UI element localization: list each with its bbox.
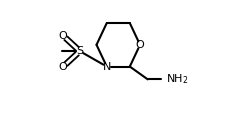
Text: O: O (136, 40, 144, 50)
Text: S: S (76, 46, 84, 56)
Text: NH$_2$: NH$_2$ (166, 72, 188, 86)
Text: O: O (59, 62, 68, 72)
Text: O: O (59, 31, 68, 41)
Text: N: N (102, 62, 111, 72)
